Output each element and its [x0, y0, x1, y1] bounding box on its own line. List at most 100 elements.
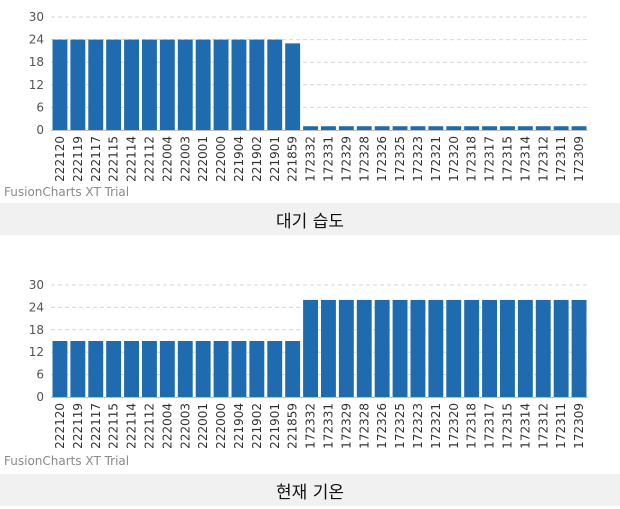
y-tick-label: 12	[29, 78, 44, 92]
bar[interactable]	[52, 341, 68, 397]
bar[interactable]	[321, 126, 336, 130]
bar[interactable]	[428, 299, 444, 397]
x-tick-label: 222004	[160, 403, 174, 449]
bar[interactable]	[267, 39, 283, 130]
bar[interactable]	[142, 39, 157, 130]
x-tick-label: 222112	[142, 136, 156, 182]
bar[interactable]	[213, 39, 229, 130]
y-tick-label: 30	[29, 10, 44, 24]
x-tick-label: 222112	[142, 403, 156, 449]
x-tick-label: 222001	[196, 403, 210, 449]
x-tick-label: 172309	[572, 136, 586, 182]
x-tick-label: 172311	[554, 136, 568, 182]
bar[interactable]	[410, 126, 426, 130]
x-tick-label: 222120	[53, 136, 67, 182]
y-tick-label: 0	[36, 390, 44, 404]
bar[interactable]	[392, 126, 408, 130]
bar[interactable]	[338, 299, 354, 397]
bar[interactable]	[285, 341, 301, 397]
x-tick-label: 222117	[89, 403, 103, 449]
bar[interactable]	[177, 39, 193, 130]
bar[interactable]	[517, 299, 533, 397]
bar[interactable]	[482, 126, 497, 130]
bar[interactable]	[249, 341, 265, 397]
bar[interactable]	[464, 299, 480, 397]
bar[interactable]	[535, 299, 551, 397]
bar[interactable]	[195, 39, 211, 130]
bar[interactable]	[285, 43, 301, 130]
bar[interactable]	[231, 39, 247, 130]
x-tick-label: 222115	[107, 136, 121, 182]
x-tick-label: 172312	[536, 403, 550, 449]
chart-caption-bar: 현재 기온	[0, 474, 620, 506]
bar[interactable]	[535, 126, 551, 130]
x-tick-label: 222119	[71, 136, 85, 182]
bar[interactable]	[392, 299, 408, 397]
bar[interactable]	[303, 126, 318, 130]
bar[interactable]	[70, 341, 86, 397]
bar[interactable]	[88, 39, 104, 130]
bar[interactable]	[374, 299, 390, 397]
bar[interactable]	[446, 126, 462, 130]
bar[interactable]	[177, 341, 193, 397]
bar[interactable]	[159, 341, 175, 397]
bar[interactable]	[267, 341, 283, 397]
bar[interactable]	[231, 341, 247, 397]
x-tick-label: 222117	[89, 136, 103, 182]
y-tick-label: 24	[29, 300, 44, 314]
bar[interactable]	[88, 341, 104, 397]
bar[interactable]	[500, 126, 515, 130]
y-tick-label: 18	[29, 323, 44, 337]
x-tick-label: 222003	[178, 136, 192, 182]
x-tick-label: 172317	[483, 403, 497, 449]
bar[interactable]	[195, 341, 211, 397]
x-tick-label: 172325	[393, 136, 407, 182]
bar[interactable]	[500, 299, 515, 397]
x-tick-label: 172314	[518, 403, 532, 449]
bar[interactable]	[410, 299, 426, 397]
bar[interactable]	[213, 341, 229, 397]
bar[interactable]	[446, 299, 462, 397]
bar[interactable]	[517, 126, 533, 130]
x-tick-label: 172328	[357, 136, 371, 182]
bar[interactable]	[303, 299, 318, 397]
bar[interactable]	[106, 341, 122, 397]
x-tick-label: 222119	[71, 403, 85, 449]
x-tick-label: 222000	[214, 403, 228, 449]
x-tick-label: 221902	[250, 403, 264, 449]
bar[interactable]	[106, 39, 122, 130]
bar[interactable]	[52, 39, 68, 130]
x-tick-label: 172320	[447, 136, 461, 182]
bar[interactable]	[374, 126, 390, 130]
bar[interactable]	[482, 299, 497, 397]
bar[interactable]	[571, 126, 587, 130]
y-tick-label: 12	[29, 345, 44, 359]
x-tick-label: 172318	[465, 403, 479, 449]
bar[interactable]	[464, 126, 480, 130]
x-tick-label: 172315	[500, 403, 514, 449]
bar[interactable]	[356, 126, 372, 130]
bar[interactable]	[124, 39, 139, 130]
x-tick-label: 172311	[554, 403, 568, 449]
x-tick-label: 172317	[483, 136, 497, 182]
bar[interactable]	[70, 39, 86, 130]
bar[interactable]	[428, 126, 444, 130]
bar[interactable]	[553, 126, 569, 130]
bar[interactable]	[571, 299, 587, 397]
bar[interactable]	[356, 299, 372, 397]
bar[interactable]	[249, 39, 265, 130]
temperature-chart-panel: 0 6 12 18 24 30 222120 222119 222117 222115 222114…	[0, 268, 620, 509]
humidity-bar-chart: 0 6 12 18 24 30 222120 222119 222117 222115 222114…	[29, 10, 588, 182]
bar[interactable]	[338, 126, 354, 130]
x-tick-label: 172321	[429, 403, 443, 449]
x-tick-label: 221902	[250, 136, 264, 182]
watermark-text: FusionCharts XT Trial	[4, 185, 130, 199]
bar[interactable]	[142, 341, 157, 397]
bar[interactable]	[124, 341, 139, 397]
bar[interactable]	[553, 299, 569, 397]
bar[interactable]	[321, 299, 336, 397]
x-tick-label: 172309	[572, 403, 586, 449]
y-tick-label: 0	[36, 123, 44, 137]
x-tick-label: 221901	[268, 136, 282, 182]
bar[interactable]	[159, 39, 175, 130]
